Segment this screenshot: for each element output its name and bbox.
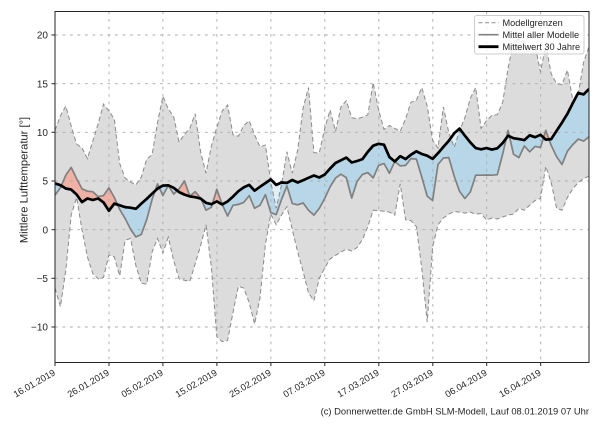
svg-text:Mittelwert 30 Jahre: Mittelwert 30 Jahre [503,42,581,52]
svg-text:(c) Donnerwetter.de GmbH SLM-M: (c) Donnerwetter.de GmbH SLM-Modell, Lau… [321,406,589,417]
svg-text:10: 10 [37,128,49,139]
svg-text:0: 0 [42,225,48,236]
svg-text:−5: −5 [37,274,49,285]
svg-text:15: 15 [37,79,49,90]
svg-text:Mittel aller Modelle: Mittel aller Modelle [503,30,580,40]
svg-text:Mittlere Lufttemperatur [°]: Mittlere Lufttemperatur [°] [19,117,31,243]
svg-text:−10: −10 [31,323,48,334]
svg-text:5: 5 [42,177,48,188]
svg-text:Modellgrenzen: Modellgrenzen [503,18,563,28]
svg-text:20: 20 [37,31,49,42]
